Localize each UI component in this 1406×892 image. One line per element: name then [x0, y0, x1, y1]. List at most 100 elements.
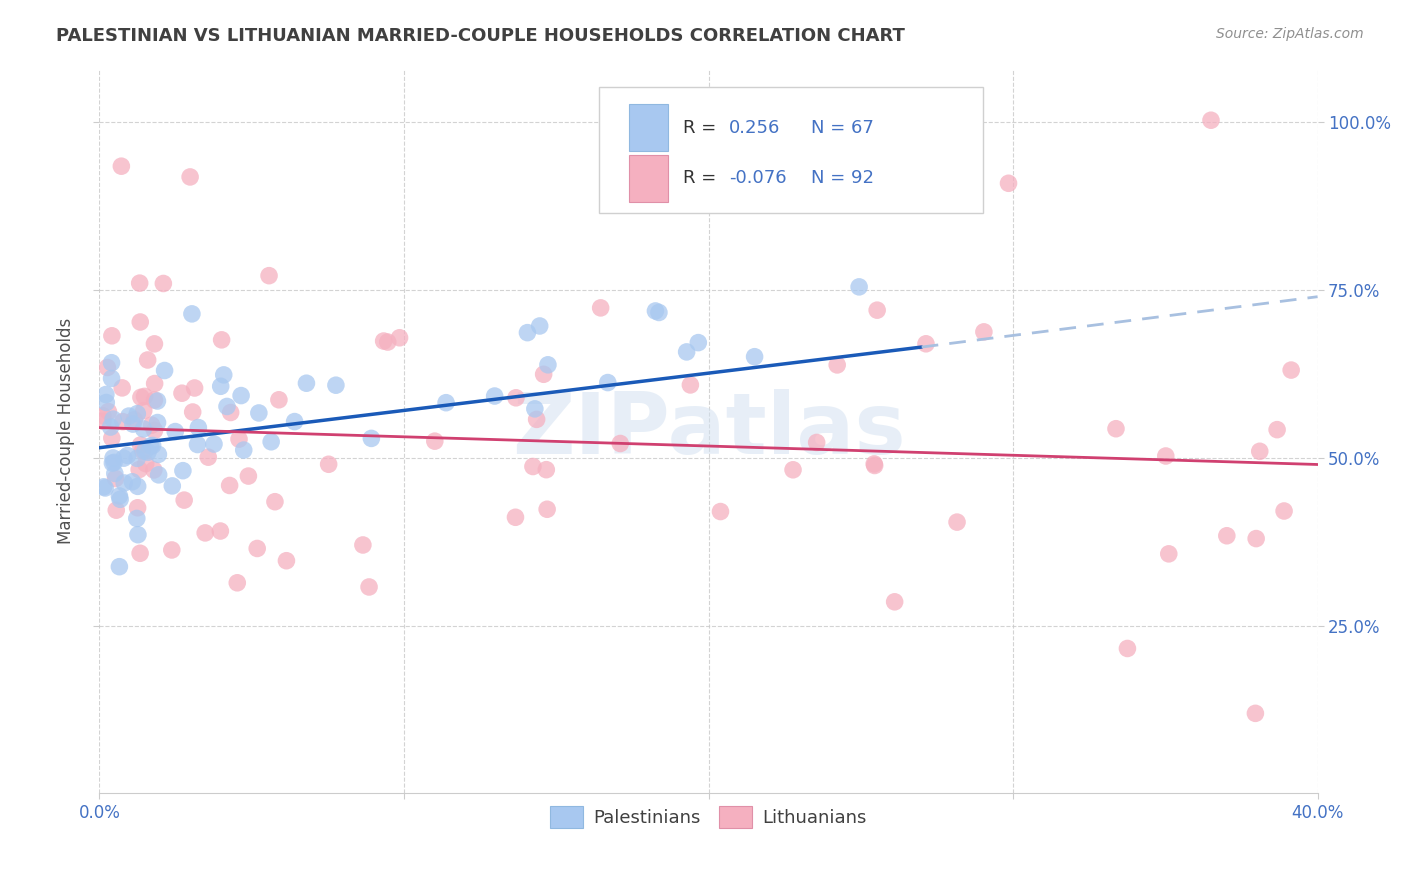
- Point: [257, 268, 280, 283]
- Point: [132, 403, 155, 417]
- Point: [93, 480, 115, 494]
- Point: [117, 449, 139, 463]
- Point: [357, 580, 380, 594]
- Point: [100, 371, 122, 385]
- FancyBboxPatch shape: [599, 87, 983, 213]
- Point: [134, 444, 156, 458]
- Text: ZIPatlas: ZIPatlas: [512, 390, 905, 473]
- Point: [142, 438, 165, 452]
- Point: [135, 457, 157, 471]
- Point: [101, 456, 124, 470]
- Point: [211, 333, 233, 347]
- Point: [276, 554, 298, 568]
- FancyBboxPatch shape: [630, 154, 668, 202]
- Point: [247, 406, 270, 420]
- Point: [101, 328, 124, 343]
- Point: [997, 176, 1019, 190]
- Point: [1249, 444, 1271, 458]
- Point: [1116, 641, 1139, 656]
- Point: [825, 358, 848, 372]
- Text: N = 92: N = 92: [811, 169, 875, 187]
- Point: [112, 475, 135, 490]
- Point: [162, 479, 184, 493]
- Point: [505, 510, 527, 524]
- Point: [148, 467, 170, 482]
- Point: [484, 389, 506, 403]
- Point: [522, 459, 544, 474]
- Point: [536, 502, 558, 516]
- Point: [533, 368, 555, 382]
- Point: [679, 378, 702, 392]
- Point: [388, 331, 411, 345]
- Point: [434, 395, 457, 409]
- Point: [352, 538, 374, 552]
- Point: [1244, 706, 1267, 721]
- Point: [104, 472, 127, 486]
- Point: [173, 493, 195, 508]
- Point: [180, 307, 202, 321]
- Point: [160, 543, 183, 558]
- Point: [1244, 532, 1267, 546]
- Point: [197, 450, 219, 465]
- Point: [423, 434, 446, 449]
- Point: [1272, 504, 1295, 518]
- Point: [108, 492, 131, 507]
- Point: [172, 464, 194, 478]
- Point: [219, 405, 242, 419]
- Point: [101, 412, 124, 426]
- Point: [143, 424, 166, 438]
- Point: [143, 392, 166, 407]
- Point: [181, 405, 204, 419]
- Point: [111, 381, 134, 395]
- Point: [1265, 423, 1288, 437]
- Point: [94, 387, 117, 401]
- Point: [318, 457, 340, 471]
- Point: [218, 478, 240, 492]
- Point: [505, 391, 527, 405]
- Point: [105, 503, 128, 517]
- Point: [215, 400, 238, 414]
- Point: [295, 376, 318, 391]
- Point: [866, 303, 889, 318]
- Point: [260, 434, 283, 449]
- Point: [121, 475, 143, 489]
- Point: [111, 415, 134, 429]
- Point: [143, 376, 166, 391]
- Y-axis label: Married-couple Households: Married-couple Households: [58, 318, 75, 544]
- Point: [516, 326, 538, 340]
- Point: [675, 345, 697, 359]
- Point: [209, 379, 232, 393]
- Point: [136, 445, 159, 459]
- Point: [127, 407, 149, 421]
- Point: [589, 301, 612, 315]
- Point: [946, 515, 969, 529]
- Point: [101, 431, 124, 445]
- Point: [110, 159, 132, 173]
- Point: [100, 420, 122, 434]
- Point: [1216, 529, 1239, 543]
- Point: [644, 304, 666, 318]
- Point: [863, 458, 886, 473]
- Point: [136, 353, 159, 368]
- Point: [537, 358, 560, 372]
- Point: [112, 451, 135, 466]
- Point: [325, 378, 347, 392]
- Point: [127, 451, 149, 466]
- Point: [170, 386, 193, 401]
- Point: [228, 432, 250, 446]
- Point: [94, 481, 117, 495]
- Point: [688, 335, 710, 350]
- Point: [141, 418, 163, 433]
- Point: [526, 412, 548, 426]
- Point: [373, 334, 395, 348]
- Point: [108, 559, 131, 574]
- Point: [1157, 547, 1180, 561]
- Point: [122, 417, 145, 431]
- Point: [125, 511, 148, 525]
- Point: [232, 443, 254, 458]
- Text: N = 67: N = 67: [811, 119, 873, 136]
- Point: [91, 414, 114, 428]
- Point: [284, 415, 307, 429]
- Point: [127, 479, 149, 493]
- Point: [142, 463, 165, 477]
